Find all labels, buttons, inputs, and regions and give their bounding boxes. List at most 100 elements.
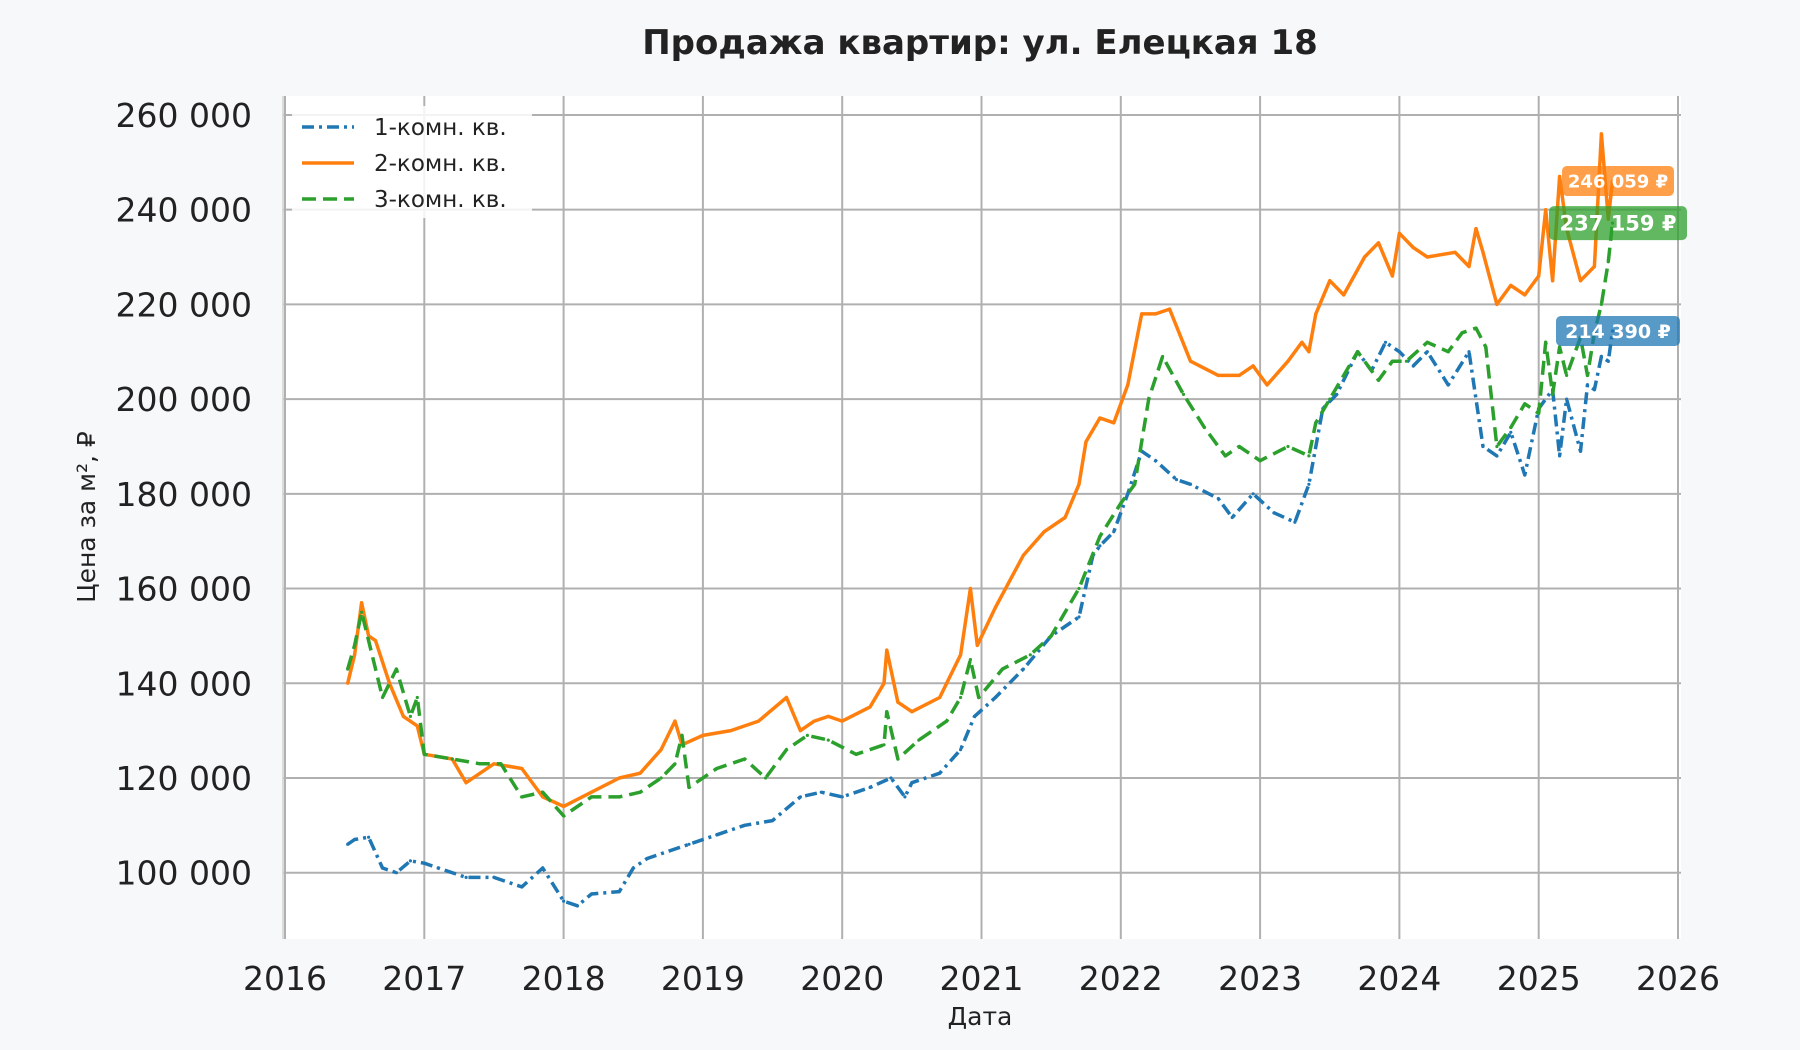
data-point <box>868 705 872 709</box>
data-point <box>1307 350 1311 354</box>
x-tick-label: 2023 <box>1218 959 1302 998</box>
data-point <box>1216 497 1220 501</box>
data-point <box>638 771 642 775</box>
data-point <box>1133 482 1137 486</box>
data-point <box>701 733 705 738</box>
annotations: 246 059 ₽ 237 159 ₽ 214 390 ₽ <box>1549 165 1687 346</box>
data-point <box>1551 392 1555 396</box>
y-tick-label: 120 000 <box>116 759 252 798</box>
data-point <box>346 667 350 671</box>
data-point <box>520 795 524 799</box>
data-point <box>805 733 810 738</box>
legend: 1-комн. кв. 2-комн. кв. 3-комн. кв. <box>292 106 532 218</box>
series-2 <box>345 132 1615 809</box>
data-point <box>1286 359 1290 363</box>
y-tick-label: 100 000 <box>116 854 252 893</box>
y-tick-label: 220 000 <box>116 285 252 324</box>
data-point <box>1376 241 1381 245</box>
data-point <box>394 667 398 671</box>
data-point <box>1411 246 1415 250</box>
x-tick-label: 2016 <box>243 959 327 998</box>
data-point <box>1474 227 1478 231</box>
data-point <box>659 776 663 780</box>
data-point <box>408 859 412 863</box>
data-point <box>1565 373 1569 377</box>
data-point <box>415 695 419 700</box>
data-point <box>346 681 350 685</box>
data-point <box>896 700 900 704</box>
data-point <box>541 866 545 870</box>
data-point <box>1188 359 1193 363</box>
series-layer <box>345 132 1615 908</box>
data-point <box>1558 454 1562 458</box>
data-point <box>1168 307 1172 311</box>
data-point <box>1558 174 1562 179</box>
data-point <box>1390 274 1394 278</box>
data-point <box>1599 302 1603 306</box>
data-point <box>1293 520 1297 524</box>
data-point <box>1495 302 1499 306</box>
x-tick-label: 2017 <box>382 959 466 998</box>
data-point <box>1202 425 1206 430</box>
data-point <box>945 719 949 723</box>
data-point <box>1592 264 1596 269</box>
data-point <box>617 776 621 780</box>
data-point <box>1474 326 1478 330</box>
data-point <box>885 648 889 652</box>
data-point <box>422 861 426 865</box>
data-point <box>1551 279 1555 283</box>
data-point <box>1484 345 1488 349</box>
data-point <box>659 748 663 752</box>
data-point <box>1578 279 1583 283</box>
data-point <box>1223 454 1227 458</box>
data-point <box>408 714 412 719</box>
x-tick-label: 2022 <box>1079 959 1163 998</box>
data-point <box>1174 478 1179 482</box>
data-point <box>1000 667 1005 671</box>
last-value-text: 214 390 ₽ <box>1565 321 1671 343</box>
data-point <box>1404 359 1408 363</box>
data-point <box>1481 250 1485 254</box>
data-point <box>680 733 684 738</box>
data-point <box>645 856 649 861</box>
data-point <box>812 719 816 723</box>
data-point <box>882 743 886 747</box>
data-point <box>1578 449 1583 453</box>
data-point <box>1453 250 1457 254</box>
data-point <box>1509 283 1513 287</box>
data-point <box>1042 530 1046 534</box>
data-point <box>1523 293 1527 297</box>
data-point <box>387 681 392 685</box>
data-point <box>1181 392 1186 396</box>
data-point <box>1537 274 1541 278</box>
last-value-text: 246 059 ₽ <box>1568 171 1668 192</box>
y-axis-label: Цена за м², ₽ <box>72 431 101 603</box>
data-point <box>1077 615 1081 619</box>
data-point <box>436 866 440 870</box>
data-point <box>868 785 872 790</box>
data-point <box>1509 430 1513 434</box>
x-tick-label: 2019 <box>661 959 745 998</box>
data-point <box>673 762 677 766</box>
data-point <box>520 766 524 771</box>
data-point <box>1599 132 1603 136</box>
data-point <box>450 757 454 761</box>
data-point <box>1272 511 1276 515</box>
data-point <box>575 904 580 908</box>
y-tick-label: 180 000 <box>116 475 252 514</box>
data-point <box>1544 340 1548 344</box>
data-point <box>422 752 426 756</box>
data-point <box>1258 459 1262 463</box>
data-point <box>1481 444 1485 449</box>
chart-title: Продажа квартир: ул. Елецкая 18 <box>642 23 1318 63</box>
data-point <box>373 639 378 643</box>
data-point <box>631 866 635 870</box>
data-point <box>764 776 768 780</box>
data-point <box>464 875 468 880</box>
data-point <box>743 757 747 761</box>
data-point <box>1021 667 1025 671</box>
data-point <box>1509 425 1513 430</box>
data-point <box>353 643 357 648</box>
data-point <box>520 885 524 889</box>
data-point <box>415 724 419 728</box>
